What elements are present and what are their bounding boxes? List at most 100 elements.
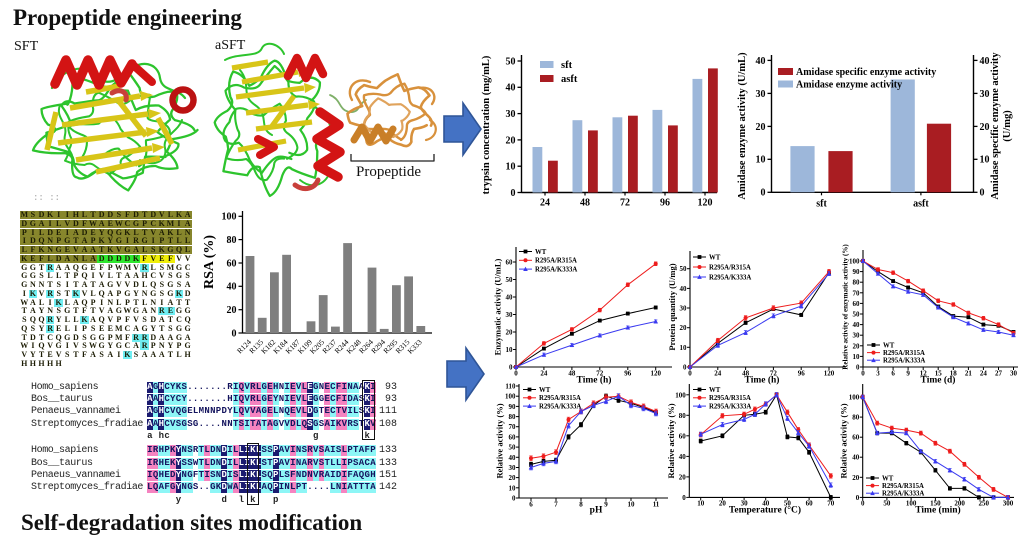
- svg-text:K333: K333: [406, 337, 424, 355]
- svg-text:pH: pH: [590, 506, 603, 516]
- svg-text:24: 24: [714, 369, 722, 377]
- svg-text:30: 30: [506, 311, 514, 319]
- svg-text:60: 60: [853, 300, 861, 308]
- svg-text:300: 300: [1003, 500, 1014, 508]
- svg-text:40: 40: [509, 454, 517, 462]
- svg-text:20: 20: [680, 324, 688, 332]
- svg-text:20: 20: [756, 122, 766, 133]
- svg-text:80: 80: [852, 414, 860, 422]
- svg-text:R295A/R315A: R295A/R315A: [539, 395, 581, 402]
- svg-text:0: 0: [856, 364, 860, 372]
- svg-text:Relative activity (%): Relative activity (%): [839, 403, 849, 478]
- svg-text:0: 0: [232, 328, 237, 339]
- svg-text:10: 10: [506, 346, 514, 354]
- svg-text:40: 40: [680, 285, 688, 293]
- svg-text:24: 24: [980, 369, 988, 377]
- svg-text:40: 40: [852, 454, 860, 462]
- svg-text:50: 50: [883, 500, 891, 508]
- svg-text:10: 10: [506, 162, 516, 173]
- svg-text:30: 30: [506, 109, 516, 120]
- svg-text:30: 30: [509, 464, 517, 472]
- svg-text:0: 0: [861, 500, 865, 508]
- svg-text:90: 90: [509, 403, 517, 411]
- svg-text:sft: sft: [816, 198, 827, 209]
- svg-text:80: 80: [227, 235, 237, 246]
- svg-text:200: 200: [954, 500, 965, 508]
- svg-text:24: 24: [540, 369, 548, 377]
- svg-text:110: 110: [505, 383, 516, 391]
- svg-text:24: 24: [540, 198, 550, 209]
- svg-text:10: 10: [680, 344, 688, 352]
- svg-text:18: 18: [950, 369, 958, 377]
- svg-text:(U/mg): (U/mg): [1002, 110, 1013, 142]
- svg-text:48: 48: [742, 369, 750, 377]
- svg-text:48: 48: [568, 369, 576, 377]
- svg-text:R295A/K333A: R295A/K333A: [882, 491, 924, 498]
- svg-text:30: 30: [741, 500, 749, 508]
- svg-text:R295A/K333A: R295A/K333A: [709, 404, 751, 411]
- svg-text:8: 8: [579, 500, 583, 508]
- svg-text:60: 60: [509, 433, 517, 441]
- svg-text:72: 72: [770, 369, 778, 377]
- svg-text:Amidase enzyme activity: Amidase enzyme activity: [796, 80, 902, 91]
- svg-text:R295A/R315A: R295A/R315A: [709, 264, 751, 271]
- svg-text:21: 21: [965, 369, 973, 377]
- svg-text:7: 7: [554, 500, 558, 508]
- svg-text:Relative activity (%): Relative activity (%): [666, 403, 676, 478]
- svg-text:Amidase specific enzyme activi: Amidase specific enzyme activity: [990, 52, 1001, 200]
- svg-text:9: 9: [604, 500, 608, 508]
- svg-text:100: 100: [849, 258, 860, 266]
- svg-text:20: 20: [679, 473, 687, 481]
- svg-text:90: 90: [853, 268, 861, 276]
- svg-text:sft: sft: [561, 60, 573, 71]
- svg-text:WT: WT: [883, 342, 895, 349]
- svg-text:70: 70: [853, 289, 861, 297]
- svg-text:0: 0: [682, 494, 686, 502]
- svg-text:40: 40: [506, 83, 516, 94]
- svg-text:72: 72: [620, 198, 630, 209]
- svg-text:150: 150: [930, 500, 941, 508]
- svg-text:70: 70: [827, 500, 835, 508]
- svg-text:12: 12: [920, 369, 928, 377]
- svg-text:30: 30: [680, 305, 688, 313]
- svg-text:Relative activity of enzymatic: Relative activity of enzymatic activity …: [842, 244, 850, 370]
- svg-text:100: 100: [505, 393, 516, 401]
- svg-text:10: 10: [853, 353, 861, 361]
- svg-text:96: 96: [798, 369, 806, 377]
- svg-text:50: 50: [506, 276, 514, 284]
- svg-text:R295A/K333A: R295A/K333A: [539, 404, 581, 411]
- svg-text:60: 60: [227, 258, 237, 269]
- svg-text:72: 72: [596, 369, 604, 377]
- svg-text:100: 100: [906, 500, 917, 508]
- svg-text:0: 0: [683, 364, 687, 372]
- svg-text:27: 27: [995, 369, 1003, 377]
- svg-text:Amidase specific enzyme activi: Amidase specific enzyme activity: [796, 67, 936, 78]
- svg-text:60: 60: [852, 434, 860, 442]
- svg-text:RSA (%): RSA (%): [202, 235, 217, 289]
- svg-text:20: 20: [509, 474, 517, 482]
- svg-text:10: 10: [697, 500, 705, 508]
- svg-text:Time (d): Time (d): [921, 375, 956, 386]
- svg-text:40: 40: [853, 321, 861, 329]
- svg-text:30: 30: [853, 332, 861, 340]
- svg-text:Time (min): Time (min): [915, 505, 960, 516]
- svg-text:20: 20: [852, 474, 860, 482]
- svg-text:50: 50: [506, 56, 516, 67]
- svg-text:40: 40: [506, 294, 514, 302]
- svg-text:Enzymatic activity (U/mL): Enzymatic activity (U/mL): [493, 258, 503, 355]
- svg-text:WT: WT: [535, 249, 547, 256]
- svg-text:70: 70: [509, 423, 517, 431]
- svg-text:40: 40: [762, 500, 770, 508]
- svg-text:100: 100: [675, 391, 686, 399]
- svg-text:80: 80: [509, 413, 517, 421]
- svg-text:20: 20: [227, 305, 237, 316]
- svg-text:20: 20: [980, 122, 990, 133]
- svg-text:asft: asft: [913, 198, 929, 209]
- svg-text:60: 60: [506, 259, 514, 267]
- svg-text:Time (h): Time (h): [745, 375, 780, 386]
- svg-text:R295A/K333A: R295A/K333A: [709, 274, 751, 281]
- svg-text:20: 20: [506, 329, 514, 337]
- svg-text:20: 20: [506, 135, 516, 146]
- svg-text:R295A/K333A: R295A/K333A: [535, 267, 577, 274]
- svg-text:9: 9: [906, 369, 910, 377]
